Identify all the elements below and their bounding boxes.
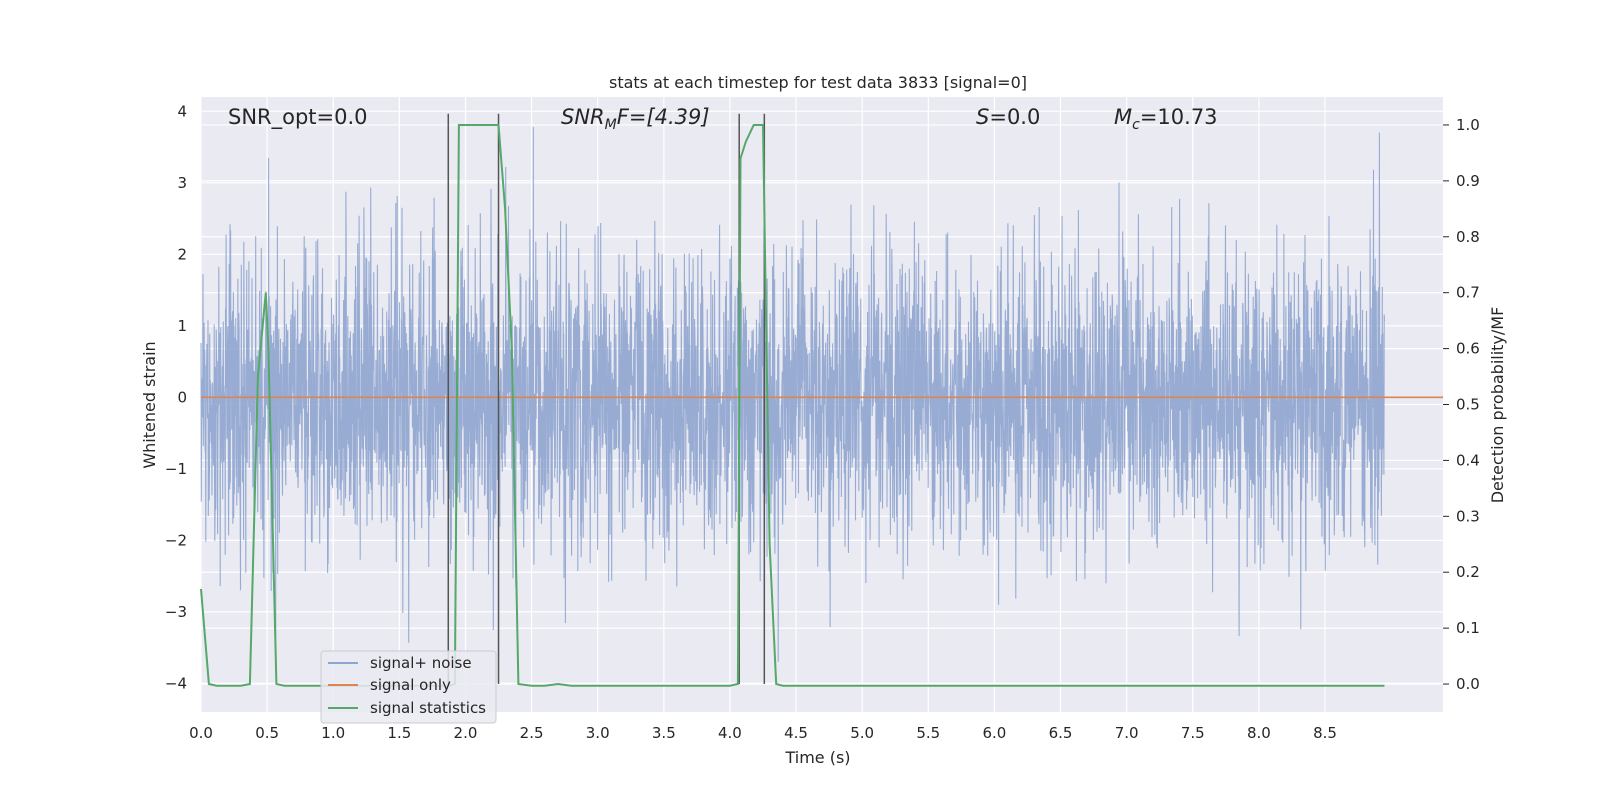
y-axis-label: Whitened strain — [140, 341, 159, 468]
y-tick-label: −2 — [165, 531, 187, 549]
y2-tick-label: 0.3 — [1456, 507, 1480, 525]
y-tick-labels: −4 −3 −2 −1 0 1 2 3 4 — [165, 102, 187, 692]
x-tick-label: 0.5 — [255, 724, 279, 742]
x-axis-label: Time (s) — [784, 748, 850, 767]
y-tick-label: −4 — [165, 674, 187, 692]
annotation-mc: Mc=10.73 — [1114, 105, 1218, 133]
chart-title: stats at each timestep for test data 383… — [609, 73, 1027, 92]
legend-box — [320, 650, 497, 724]
x-tick-label: 4.0 — [718, 724, 742, 742]
y2-tick-label: 0.7 — [1456, 284, 1480, 302]
x-tick-label: 2.0 — [454, 724, 478, 742]
y2-tick-label: 0.2 — [1456, 563, 1480, 581]
y-tick-label: −1 — [165, 460, 187, 478]
y2-tick-label: 1.0 — [1456, 116, 1480, 134]
annotation-snr-opt: SNR_opt=0.0 — [228, 105, 368, 130]
x-tick-label: 5.0 — [850, 724, 874, 742]
y2-tick-label: 0.0 — [1456, 675, 1480, 693]
y2-tick-label: 0.4 — [1456, 451, 1480, 469]
noise-trace — [200, 126, 1386, 662]
y2-tick-label: 0.8 — [1456, 228, 1480, 246]
statistics-line — [200, 124, 1385, 687]
annotation-s: S=0.0 — [976, 105, 1040, 129]
y2-tick-label: 0.6 — [1456, 340, 1480, 358]
legend-label-signal-statistics: signal statistics — [370, 699, 486, 717]
x-tick-label: 1.5 — [387, 724, 411, 742]
x-tick-label: 7.5 — [1181, 724, 1205, 742]
legend: signal+ noise signal only signal statist… — [320, 650, 497, 724]
series-signal-statistics — [200, 124, 1385, 687]
y2-tick-label: 0.9 — [1456, 172, 1480, 190]
x-tick-labels: 0.0 0.5 1.0 1.5 2.0 2.5 3.0 3.5 4.0 4.5 5.0 5.5 6.0 6… — [189, 724, 1337, 742]
y-tick-label: 3 — [177, 174, 187, 192]
x-tick-label: 0.0 — [189, 724, 213, 742]
y-tick-label: 2 — [177, 245, 187, 263]
y2-tick-labels: 0.0 0.1 0.2 0.3 0.4 0.5 0.6 0.7 0.8 0.9 1.0 — [1443, 116, 1480, 693]
x-tick-label: 4.5 — [784, 724, 808, 742]
x-tick-label: 6.5 — [1049, 724, 1073, 742]
y-tick-label: 4 — [177, 102, 187, 120]
x-tick-label: 8.0 — [1247, 724, 1271, 742]
y2-tick-label: 0.5 — [1456, 396, 1480, 414]
x-tick-label: 2.5 — [520, 724, 544, 742]
y-tick-label: 1 — [177, 317, 187, 335]
x-tick-label: 8.5 — [1313, 724, 1337, 742]
x-tick-label: 5.5 — [916, 724, 940, 742]
x-tick-label: 6.0 — [982, 724, 1006, 742]
x-tick-label: 1.0 — [321, 724, 345, 742]
legend-label-signal-plus-noise: signal+ noise — [370, 654, 472, 672]
y-tick-label: 0 — [177, 388, 187, 406]
y2-tick-label: 0.1 — [1456, 619, 1480, 637]
legend-label-signal-only: signal only — [370, 676, 451, 694]
x-tick-label: 7.0 — [1115, 724, 1139, 742]
annotation-snr-mf: SNRMF=[4.39] — [561, 105, 710, 133]
y2-axis-label: Detection probability/MF — [1488, 307, 1507, 504]
y-tick-label: −3 — [165, 603, 187, 621]
series-signal-plus-noise — [200, 126, 1386, 662]
x-tick-label: 3.0 — [586, 724, 610, 742]
x-tick-label: 3.5 — [652, 724, 676, 742]
